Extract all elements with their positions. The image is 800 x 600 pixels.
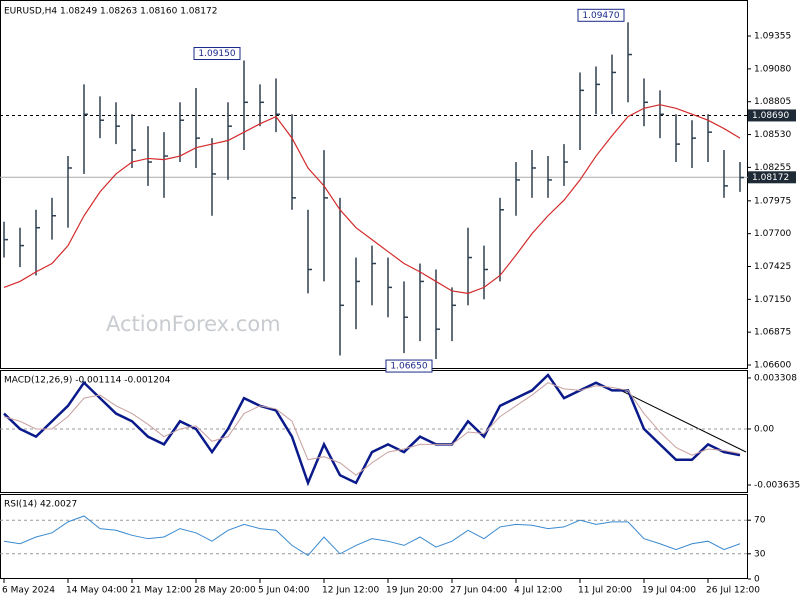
y-tick-label: 1.08255 (754, 163, 791, 173)
macd-panel (0, 370, 748, 493)
y-tick-label: 0.003308 (754, 373, 797, 383)
x-tick-label: 14 May 04:00 (66, 586, 128, 596)
x-tick-label: 4 Jul 12:00 (514, 586, 563, 596)
panel-title: EURUSD,H4 1.08249 1.08263 1.08160 1.0817… (4, 7, 217, 17)
x-tick-label: 21 May 12:00 (130, 586, 192, 596)
annotation-label: 1.09150 (198, 49, 235, 59)
x-tick-label: 19 Jul 04:00 (642, 586, 696, 596)
x-tick-label: 12 Jun 12:00 (322, 586, 379, 596)
price-label-box (748, 109, 796, 122)
y-tick-label: 1.07150 (754, 295, 791, 305)
watermark: ActionForex.com (106, 312, 281, 336)
y-tick-label: 0 (754, 575, 760, 585)
price-label-box (748, 171, 796, 184)
y-tick-label: -0.003635 (754, 480, 800, 490)
y-tick-label: 1.08530 (754, 130, 791, 140)
y-tick-label: 1.09355 (754, 32, 791, 42)
y-tick-label: 1.07700 (754, 229, 791, 239)
annotation-box (385, 359, 433, 373)
x-tick-label: 6 May 2024 (2, 586, 55, 596)
y-tick-label: 70 (754, 516, 766, 526)
series-line (3, 515, 741, 557)
series-line (3, 382, 741, 476)
annotation-box (193, 47, 241, 61)
annotation-label: 1.09470 (582, 11, 619, 21)
x-tick-label: 26 Jul 12:00 (706, 586, 760, 596)
annotation-label: 1.06650 (390, 362, 427, 372)
y-tick-label: 1.08805 (754, 97, 791, 107)
y-tick-label: 1.06875 (754, 328, 791, 338)
price-label: 1.08172 (752, 173, 789, 183)
y-tick-label: 0.00 (754, 424, 774, 434)
y-tick-label: 30 (754, 549, 766, 559)
panel-title: MACD(12,26,9) -0.001114 -0.001204 (4, 376, 171, 386)
x-tick-label: 19 Jun 20:00 (386, 586, 443, 596)
y-tick-label: 1.06600 (754, 361, 791, 371)
price-label: 1.08690 (752, 111, 789, 121)
x-tick-label: 27 Jun 04:00 (450, 586, 507, 596)
y-tick-label: 1.09080 (754, 64, 791, 74)
x-tick-label: 5 Jun 04:00 (258, 586, 310, 596)
trend-line (619, 389, 747, 453)
series-line (3, 373, 741, 487)
price-panel (0, 0, 748, 369)
y-tick-label: 1.07425 (754, 262, 791, 272)
x-tick-label: 11 Jul 20:00 (578, 586, 632, 596)
x-tick-label: 28 May 20:00 (194, 586, 256, 596)
annotation-box (577, 8, 625, 22)
rsi-panel (0, 494, 748, 579)
panel-title: RSI(14) 42.0027 (4, 500, 77, 510)
series-line (3, 104, 741, 294)
y-tick-label: 1.07975 (754, 196, 791, 206)
